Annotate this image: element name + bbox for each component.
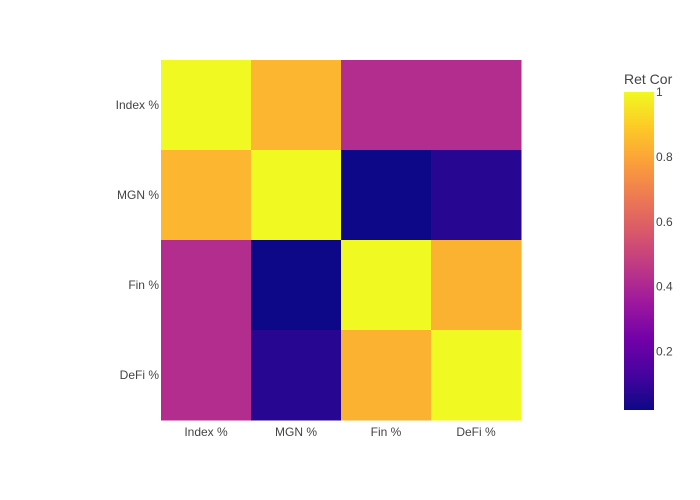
x-tick-label: DeFi % <box>456 425 496 439</box>
heatmap-cell <box>161 150 252 241</box>
heatmap-cell <box>431 150 522 241</box>
x-axis-tick-labels: Index % MGN % Fin % DeFi % <box>184 425 496 439</box>
heatmap-cell <box>251 150 342 241</box>
y-tick-label: Index % <box>116 98 160 112</box>
heatmap-cell <box>251 240 342 331</box>
x-tick-label: MGN % <box>275 425 317 439</box>
heatmap-cell <box>251 60 342 151</box>
heatmap-cell <box>431 330 522 421</box>
colorbar: Ret Cor 0.2 0.4 0.6 0.8 1 <box>624 71 673 410</box>
x-tick-label: Fin % <box>371 425 402 439</box>
heatmap-cell <box>431 240 522 331</box>
y-tick-label: DeFi % <box>120 368 160 382</box>
heatmap-cell <box>341 60 432 151</box>
heatmap-cell <box>161 240 252 331</box>
colorbar-tick-label: 1 <box>656 85 663 99</box>
colorbar-tick-label: 0.4 <box>656 280 673 294</box>
colorbar-tick-label: 0.8 <box>656 150 673 164</box>
heatmap-cell <box>161 60 252 151</box>
colorbar-tick-labels: 0.2 0.4 0.6 0.8 1 <box>656 85 673 359</box>
colorbar-tick-label: 0.6 <box>656 215 673 229</box>
heatmap-cell <box>161 330 252 421</box>
y-tick-label: Fin % <box>128 278 159 292</box>
y-axis-tick-labels: Index % MGN % Fin % DeFi % <box>116 98 160 382</box>
colorbar-tick-label: 0.2 <box>656 345 673 359</box>
x-tick-label: Index % <box>184 425 228 439</box>
colorbar-gradient <box>624 92 654 410</box>
heatmap-cell <box>431 60 522 151</box>
heatmap-cell <box>341 240 432 331</box>
heatmap-cells <box>161 60 522 421</box>
y-tick-label: MGN % <box>117 188 159 202</box>
colorbar-title: Ret Cor <box>624 71 673 87</box>
heatmap-cell <box>251 330 342 421</box>
heatmap-cell <box>341 330 432 421</box>
heatmap-cell <box>341 150 432 241</box>
